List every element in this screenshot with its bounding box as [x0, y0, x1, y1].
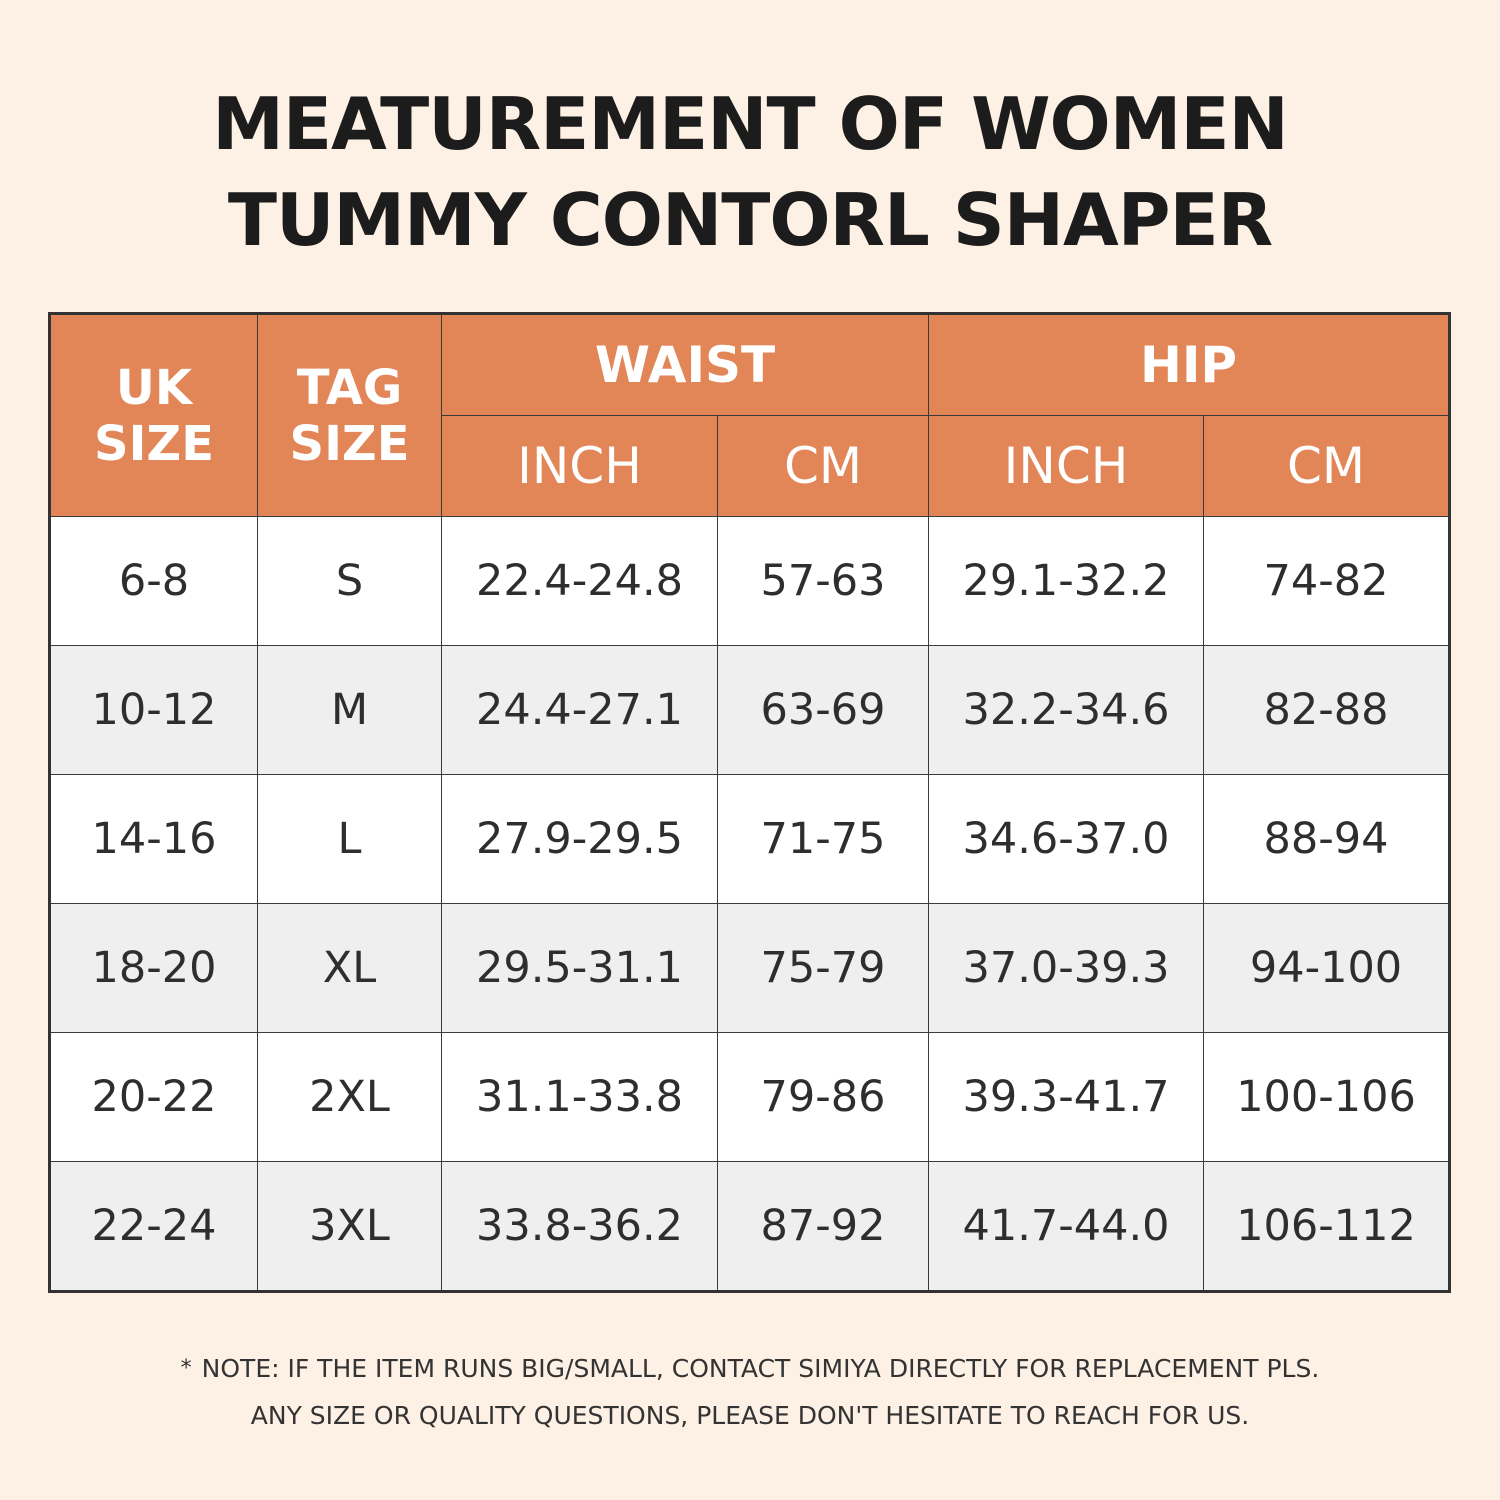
cell-waist-cm: 63-69	[716, 645, 930, 775]
header-uk-size-label: UK SIZE	[94, 359, 215, 472]
cell-hip-cm: 100-106	[1203, 1032, 1451, 1162]
cell-tag-size: 3XL	[257, 1161, 442, 1292]
cell-waist-inch: 27.9-29.5	[441, 774, 718, 904]
cell-hip-cm: 106-112	[1203, 1161, 1451, 1292]
cell-waist-inch: 24.4-27.1	[441, 645, 718, 775]
cell-uk-size: 20-22	[49, 1032, 258, 1162]
cell-tag-size: S	[257, 516, 442, 646]
cell-waist-inch: 29.5-31.1	[441, 903, 718, 1033]
header-hip-inch: INCH	[928, 415, 1205, 517]
header-hip: HIP	[928, 313, 1451, 416]
cell-uk-size: 10-12	[49, 645, 258, 775]
cell-waist-cm: 57-63	[716, 516, 930, 646]
cell-uk-size: 22-24	[49, 1161, 258, 1292]
page-title-line-1: MEATUREMENT OF WOMEN	[212, 82, 1289, 166]
cell-hip-cm: 82-88	[1203, 645, 1451, 775]
cell-hip-cm: 88-94	[1203, 774, 1451, 904]
note-line-1: * NOTE: IF THE ITEM RUNS BIG/SMALL, CONTA…	[0, 1356, 1500, 1381]
header-tag-size: TAG SIZE	[257, 313, 442, 517]
cell-hip-cm: 74-82	[1203, 516, 1451, 646]
header-tag-size-label: TAG SIZE	[289, 359, 410, 472]
table-row: 10-12 M 24.4-27.1 63-69 32.2-34.6 82-88	[49, 645, 1451, 775]
table-row: 22-24 3XL 33.8-36.2 87-92 41.7-44.0 106-…	[49, 1161, 1451, 1292]
cell-hip-cm: 94-100	[1203, 903, 1451, 1033]
header-hip-cm: CM	[1203, 415, 1451, 517]
cell-tag-size: XL	[257, 903, 442, 1033]
cell-hip-inch: 39.3-41.7	[928, 1032, 1205, 1162]
cell-hip-inch: 34.6-37.0	[928, 774, 1205, 904]
cell-uk-size: 6-8	[49, 516, 258, 646]
size-chart-table: UK SIZE TAG SIZE WAIST HIP INCH CM INCH …	[48, 312, 1452, 1293]
cell-waist-cm: 79-86	[716, 1032, 930, 1162]
cell-waist-inch: 22.4-24.8	[441, 516, 718, 646]
cell-waist-cm: 75-79	[716, 903, 930, 1033]
header-waist: WAIST	[440, 313, 930, 416]
cell-tag-size: M	[257, 645, 442, 775]
header-waist-cm: CM	[716, 415, 930, 517]
cell-waist-cm: 71-75	[716, 774, 930, 904]
table-row: 6-8 S 22.4-24.8 57-63 29.1-32.2 74-82	[49, 516, 1451, 646]
cell-hip-inch: 29.1-32.2	[928, 516, 1205, 646]
cell-hip-inch: 37.0-39.3	[928, 903, 1205, 1033]
cell-tag-size: L	[257, 774, 442, 904]
note-line-2: ANY SIZE OR QUALITY QUESTIONS, PLEASE DO…	[250, 1401, 1250, 1430]
header-uk-size: UK SIZE	[49, 313, 258, 517]
table-row: 18-20 XL 29.5-31.1 75-79 37.0-39.3 94-10…	[49, 903, 1451, 1033]
cell-waist-cm: 87-92	[716, 1161, 930, 1292]
page-title-line-2: TUMMY CONTORL SHAPER	[227, 178, 1273, 262]
cell-hip-inch: 32.2-34.6	[928, 645, 1205, 775]
cell-uk-size: 14-16	[49, 774, 258, 904]
note-text-1: NOTE: IF THE ITEM RUNS BIG/SMALL, CONTAC…	[201, 1354, 1320, 1383]
header-waist-inch: INCH	[441, 415, 718, 517]
cell-waist-inch: 33.8-36.2	[441, 1161, 718, 1292]
table-row: 20-22 2XL 31.1-33.8 79-86 39.3-41.7 100-…	[49, 1032, 1451, 1162]
asterisk-icon: *	[180, 1356, 192, 1381]
cell-hip-inch: 41.7-44.0	[928, 1161, 1205, 1292]
table-row: 14-16 L 27.9-29.5 71-75 34.6-37.0 88-94	[49, 774, 1451, 904]
cell-waist-inch: 31.1-33.8	[441, 1032, 718, 1162]
cell-tag-size: 2XL	[257, 1032, 442, 1162]
cell-uk-size: 18-20	[49, 903, 258, 1033]
